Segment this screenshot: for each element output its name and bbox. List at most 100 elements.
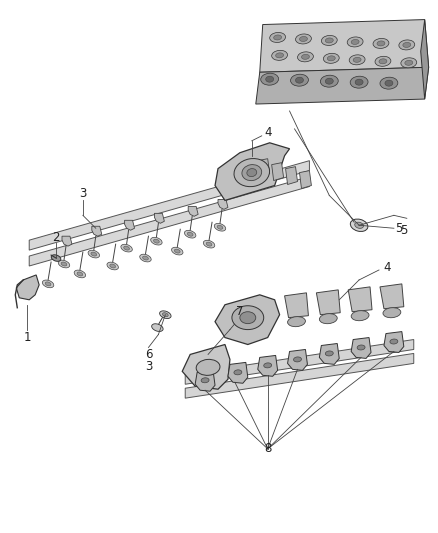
Ellipse shape [74,270,85,278]
Text: 3: 3 [79,187,87,200]
Ellipse shape [187,232,193,236]
Ellipse shape [234,158,269,187]
Ellipse shape [270,33,286,43]
Ellipse shape [51,255,61,261]
Ellipse shape [405,60,413,66]
Ellipse shape [351,39,359,44]
Ellipse shape [232,306,264,329]
Ellipse shape [350,219,368,231]
Ellipse shape [355,79,363,85]
Text: 2: 2 [52,231,60,244]
Ellipse shape [297,52,313,62]
Ellipse shape [380,77,398,89]
Ellipse shape [327,56,335,61]
Ellipse shape [242,165,261,181]
Polygon shape [380,284,404,309]
Ellipse shape [373,38,389,49]
Polygon shape [351,337,371,358]
Text: 1: 1 [24,331,31,344]
Ellipse shape [266,76,274,82]
Text: 3: 3 [145,360,152,373]
Ellipse shape [247,168,257,176]
Polygon shape [319,343,339,365]
Ellipse shape [350,76,368,88]
Polygon shape [215,143,290,200]
Ellipse shape [325,351,333,356]
Ellipse shape [272,50,287,60]
Polygon shape [29,160,309,250]
Polygon shape [256,67,429,104]
Polygon shape [258,159,270,176]
Ellipse shape [296,77,304,83]
Ellipse shape [375,56,391,66]
Polygon shape [188,206,198,216]
Ellipse shape [321,36,337,45]
Ellipse shape [276,53,283,58]
Ellipse shape [290,74,308,86]
Polygon shape [421,20,429,99]
Ellipse shape [124,246,130,250]
Polygon shape [62,236,72,246]
Ellipse shape [88,250,99,258]
Polygon shape [185,340,414,384]
Ellipse shape [121,244,132,252]
Ellipse shape [293,357,301,362]
Text: 6: 6 [145,348,152,361]
Polygon shape [228,362,248,383]
Text: 4: 4 [383,262,391,274]
Polygon shape [288,350,307,370]
Ellipse shape [107,262,118,270]
Ellipse shape [347,37,363,47]
Ellipse shape [77,272,83,276]
Ellipse shape [296,34,311,44]
Polygon shape [258,356,278,376]
Ellipse shape [264,363,272,368]
Ellipse shape [353,58,361,62]
Ellipse shape [320,75,338,87]
Ellipse shape [174,249,180,253]
Ellipse shape [261,73,279,85]
Text: 7: 7 [236,305,244,318]
Ellipse shape [325,38,333,43]
Ellipse shape [403,43,411,47]
Ellipse shape [217,225,223,229]
Ellipse shape [379,59,387,64]
Text: 5: 5 [400,224,407,237]
Ellipse shape [152,324,163,332]
Text: 5: 5 [395,222,403,235]
Ellipse shape [151,237,162,245]
Ellipse shape [377,41,385,46]
Ellipse shape [206,242,212,246]
Ellipse shape [91,252,97,256]
Text: 8: 8 [264,442,272,455]
Ellipse shape [42,280,54,288]
Ellipse shape [45,282,51,286]
Polygon shape [124,220,134,230]
Polygon shape [218,199,228,209]
Polygon shape [348,287,372,312]
Polygon shape [384,332,404,352]
Polygon shape [182,344,230,389]
Ellipse shape [325,78,333,84]
Ellipse shape [159,311,171,319]
Ellipse shape [172,247,183,255]
Polygon shape [16,275,39,300]
Ellipse shape [234,370,242,375]
Ellipse shape [61,262,67,266]
Polygon shape [92,226,102,236]
Polygon shape [215,295,279,344]
Ellipse shape [140,254,151,262]
Ellipse shape [349,55,365,65]
Ellipse shape [383,308,401,318]
Ellipse shape [110,264,116,268]
Ellipse shape [288,317,305,327]
Polygon shape [185,353,414,398]
Ellipse shape [357,345,365,350]
Ellipse shape [214,223,226,231]
Ellipse shape [143,256,148,260]
Ellipse shape [154,239,159,243]
Polygon shape [285,293,308,318]
Ellipse shape [274,35,282,40]
Ellipse shape [300,36,307,42]
Polygon shape [286,167,297,184]
